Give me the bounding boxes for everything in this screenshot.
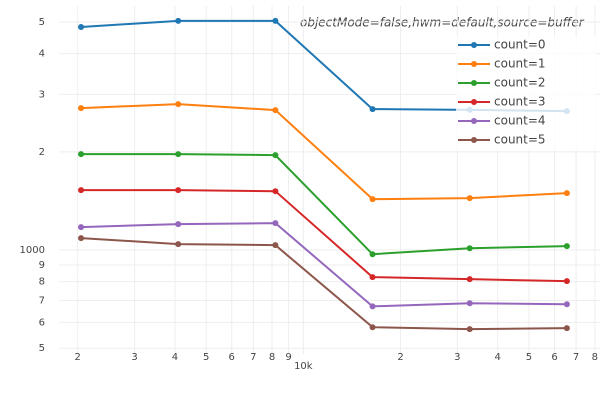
x-tick-label: 8 (592, 352, 598, 363)
y-tick-label: 9 (39, 260, 45, 271)
legend-bg (456, 131, 596, 150)
x-tick-label: 3 (454, 352, 460, 363)
y-tick-label: 5 (39, 17, 45, 28)
x-tick-label: 5 (526, 352, 532, 363)
y-tick-label: 1000 (20, 245, 45, 256)
series-line (81, 153, 567, 256)
legend-label: count=4 (494, 114, 546, 128)
marker (466, 326, 473, 333)
y-tick-label: 5 (39, 343, 45, 354)
marker (175, 187, 182, 194)
marker (272, 220, 279, 227)
x-tick-label: 10k (294, 361, 313, 372)
marker (369, 251, 376, 258)
legend-label: count=3 (494, 95, 546, 109)
x-tick-label: 5 (203, 352, 209, 363)
y-tick-label: 6 (39, 317, 45, 328)
legend-bg (456, 93, 596, 112)
marker (272, 107, 279, 114)
legend-marker (471, 99, 477, 105)
x-tick-label: 7 (573, 352, 579, 363)
legend-label: count=2 (494, 76, 546, 90)
legend-label: count=5 (494, 133, 546, 147)
x-tick-label: 6 (229, 352, 235, 363)
series-line (80, 237, 567, 331)
x-tick-label: 3 (131, 352, 137, 363)
marker (175, 17, 182, 24)
legend-marker (471, 42, 477, 48)
marker (175, 241, 182, 248)
marker (369, 303, 376, 310)
marker (272, 188, 279, 195)
marker (466, 245, 473, 252)
marker (78, 105, 85, 112)
marker (466, 300, 473, 307)
y-tick-label: 7 (39, 296, 45, 307)
x-tick-label: 9 (285, 352, 291, 363)
y-tick-label: 3 (39, 89, 45, 100)
marker (175, 221, 182, 228)
marker (563, 301, 570, 308)
series-line (81, 222, 567, 308)
marker (78, 187, 85, 194)
marker (369, 196, 376, 203)
series-line (81, 189, 567, 283)
marker (272, 17, 279, 24)
marker (78, 235, 85, 242)
marker (78, 23, 85, 30)
marker (272, 242, 279, 249)
y-tick-label: 4 (39, 49, 45, 60)
x-tick-label: 2 (75, 352, 81, 363)
marker (175, 151, 182, 158)
x-tick-label: 4 (172, 352, 178, 363)
legend-bg (456, 112, 596, 131)
marker (272, 152, 279, 159)
marker (78, 224, 85, 231)
legend-label: count=1 (494, 57, 546, 71)
marker (466, 195, 473, 202)
x-tick-label: 2 (397, 352, 403, 363)
marker (563, 325, 570, 332)
x-tick-label: 8 (269, 352, 275, 363)
x-tick-label: 6 (551, 352, 557, 363)
marker (369, 274, 376, 281)
legend-bg (456, 74, 596, 93)
series-line (81, 103, 567, 201)
legend-bg (456, 55, 596, 74)
marker (563, 278, 570, 285)
legend-marker (471, 61, 477, 67)
y-tick-label: 2 (39, 147, 45, 158)
legend-marker (471, 118, 477, 124)
marker (563, 190, 570, 197)
marker (175, 101, 182, 108)
y-tick-label: 8 (39, 277, 45, 288)
marker (369, 106, 376, 113)
marker (78, 151, 85, 158)
x-tick-label: 4 (494, 352, 500, 363)
marker (563, 243, 570, 250)
legend-marker (471, 80, 477, 86)
marker (466, 276, 473, 283)
x-tick-label: 7 (250, 352, 256, 363)
marker (369, 324, 376, 331)
legend-bg (456, 36, 596, 55)
legend-label: count=0 (494, 38, 546, 52)
legend-marker (471, 137, 477, 143)
